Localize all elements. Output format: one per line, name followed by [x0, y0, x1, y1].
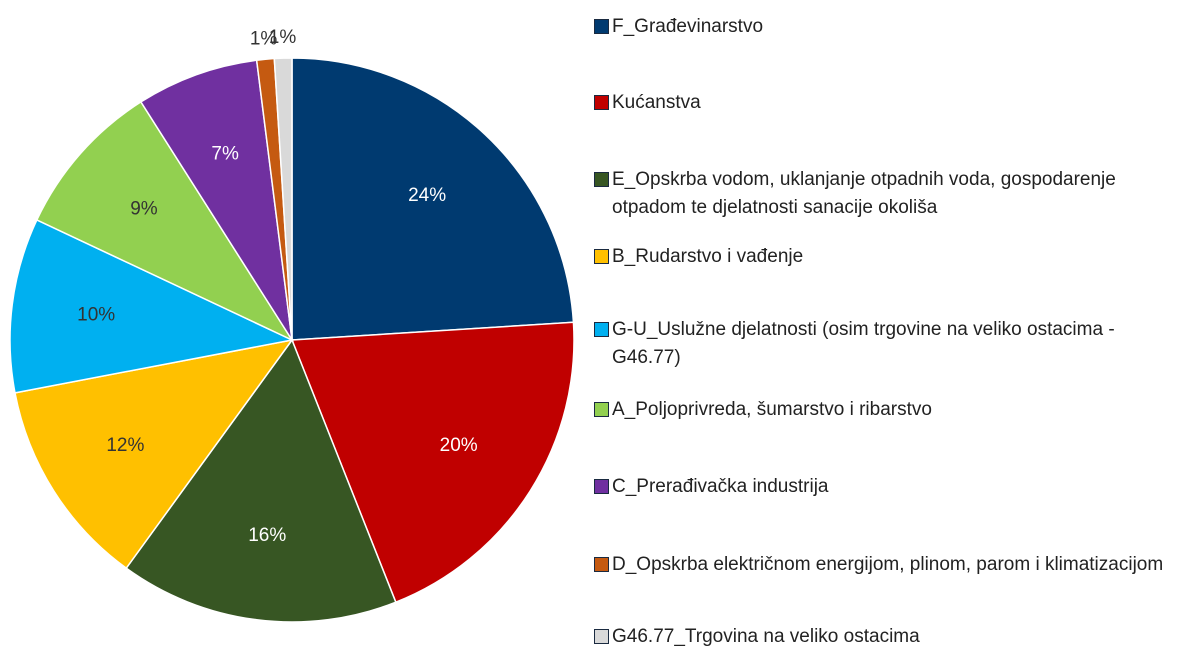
legend-label: Kućanstva	[612, 92, 701, 113]
legend-swatch	[594, 479, 609, 494]
legend-swatch	[594, 249, 609, 264]
pie-slice	[291, 57, 575, 341]
data-label: 9%	[130, 198, 158, 219]
data-label: 20%	[440, 435, 478, 456]
legend-swatch	[594, 322, 609, 337]
pie-slice	[125, 338, 397, 623]
legend-label: G46.77_Trgovina na veliko ostacima	[612, 626, 920, 647]
legend-swatch	[594, 557, 609, 572]
legend-swatch	[594, 629, 609, 644]
data-label: 7%	[211, 143, 239, 164]
legend-label: D_Opskrba električnom energijom, plinom,…	[612, 554, 1164, 575]
data-label: 10%	[77, 304, 115, 325]
legend-item: B_Rudarstvo i vađenje	[594, 243, 1179, 271]
pie-slice	[273, 57, 293, 341]
data-label: 1%	[269, 27, 297, 48]
legend-label: E_Opskrba vodom, uklanjanje otpadnih vod…	[612, 169, 1116, 218]
legend-item: F_Građevinarstvo	[594, 13, 1179, 41]
legend-item: Kućanstva	[594, 89, 1179, 117]
pie-slice	[290, 321, 575, 604]
data-label: 12%	[106, 435, 144, 456]
legend-swatch	[594, 19, 609, 34]
legend-label: F_Građevinarstvo	[612, 16, 764, 37]
legend-label: G-U_Uslužne djelatnosti (osim trgovine n…	[612, 319, 1115, 368]
data-label: 1%	[250, 28, 278, 49]
legend-label: C_Prerađivačka industrija	[612, 476, 829, 497]
data-label: 24%	[408, 185, 446, 206]
legend-item: D_Opskrba električnom energijom, plinom,…	[594, 551, 1179, 579]
legend-item: G46.77_Trgovina na veliko ostacima	[594, 623, 1179, 651]
legend-label: B_Rudarstvo i vađenje	[612, 246, 804, 267]
legend-item: E_Opskrba vodom, uklanjanje otpadnih vod…	[594, 166, 1179, 222]
pie-slice	[139, 59, 293, 341]
legend-label: A_Poljoprivreda, šumarstvo i ribarstvo	[612, 399, 932, 420]
legend-swatch	[594, 172, 609, 187]
pie-slice	[9, 218, 295, 394]
pie-slice	[14, 338, 294, 570]
legend-item: C_Prerađivačka industrija	[594, 473, 1179, 501]
legend-item: G-U_Uslužne djelatnosti (osim trgovine n…	[594, 316, 1179, 372]
data-label: 16%	[248, 525, 286, 546]
pie-slice	[35, 100, 295, 342]
legend-item: A_Poljoprivreda, šumarstvo i ribarstvo	[594, 396, 1179, 424]
legend-swatch	[594, 95, 609, 110]
chart: 24% 20% 16% 12% 10% 9% 7% 1%1%	[9, 27, 575, 623]
legend-swatch	[594, 402, 609, 417]
